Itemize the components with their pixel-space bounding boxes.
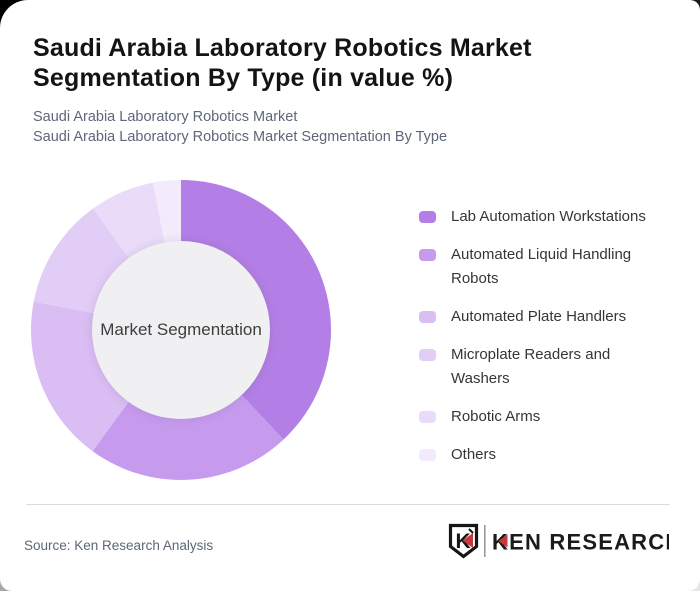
legend-swatch-icon: [419, 411, 436, 423]
legend-item: Lab Automation Workstations: [419, 205, 677, 229]
legend-swatch-icon: [419, 249, 436, 261]
legend-item: Automated Liquid Handling Robots: [419, 243, 677, 291]
footer-divider: [26, 504, 670, 505]
legend-label: Others: [451, 446, 497, 463]
legend-label: Automated Plate Handlers: [451, 308, 627, 325]
ken-research-logo: K KEN RESEARCH: [447, 523, 681, 564]
subtitle-line-2: Saudi Arabia Laboratory Robotics Market …: [33, 129, 448, 145]
source-note: Source: Ken Research Analysis: [24, 538, 214, 553]
legend-item: Microplate Readers and Washers: [419, 343, 677, 391]
legend-label: Lab Automation Workstations: [451, 208, 646, 225]
legend-item: Automated Plate Handlers: [419, 305, 677, 329]
donut-center-label: Market Segmentation: [100, 320, 262, 339]
legend-label: Microplate Readers and Washers: [451, 346, 611, 387]
page-title: Saudi Arabia Laboratory Robotics Market …: [33, 34, 532, 92]
donut-hole: Market Segmentation: [92, 241, 270, 419]
legend-swatch-icon: [419, 449, 436, 461]
legend-swatch-icon: [419, 311, 436, 323]
subtitle-block: Saudi Arabia Laboratory Robotics Market …: [33, 107, 653, 147]
legend-swatch-icon: [419, 349, 436, 361]
subtitle-line-1: Saudi Arabia Laboratory Robotics Market: [33, 109, 298, 125]
legend: Lab Automation Workstations Automated Li…: [419, 205, 677, 467]
legend-label: Robotic Arms: [451, 408, 541, 425]
svg-text:KEN RESEARCH: KEN RESEARCH: [492, 530, 669, 555]
ken-research-shield-icon: K KEN RESEARCH: [448, 523, 681, 559]
svg-text:K: K: [456, 530, 471, 553]
legend-item: Robotic Arms: [419, 405, 677, 429]
donut-chart: Market Segmentation: [31, 180, 331, 480]
legend-item: Others: [419, 443, 677, 467]
legend-swatch-icon: [419, 211, 436, 223]
legend-label: Automated Liquid Handling Robots: [451, 246, 632, 287]
